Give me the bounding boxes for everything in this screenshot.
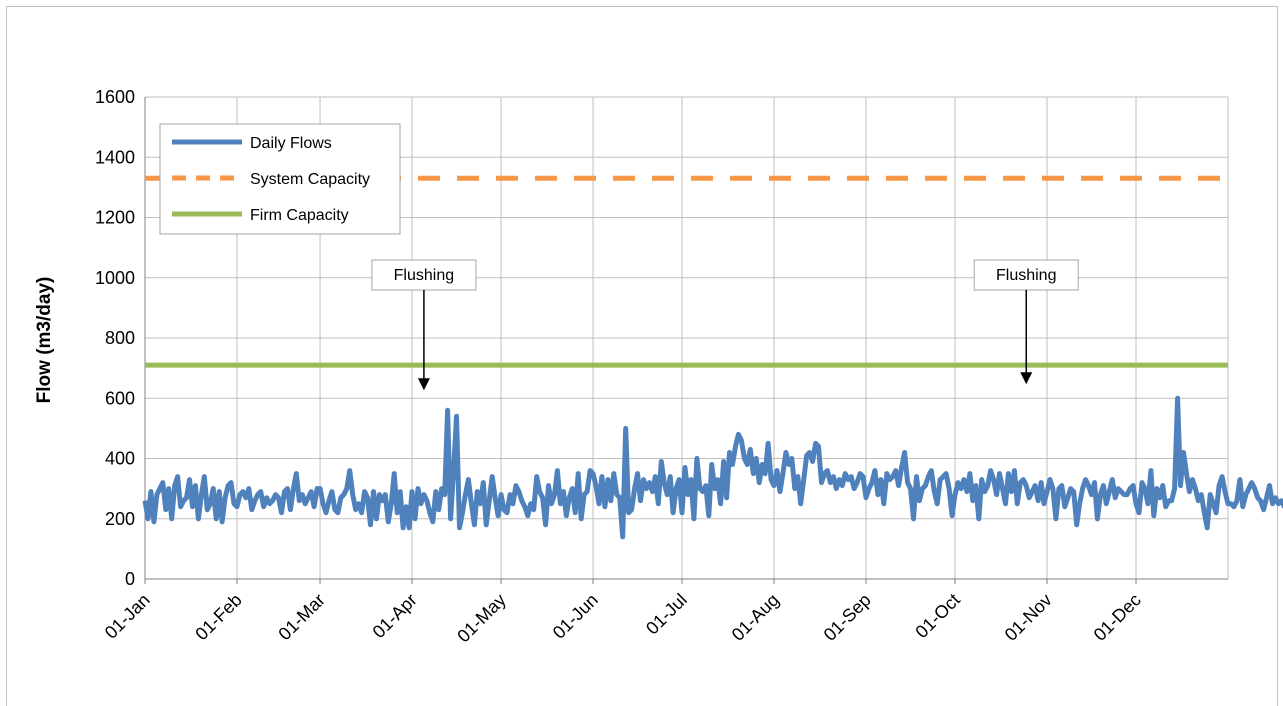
x-tick-label: 01-Jun bbox=[549, 590, 602, 643]
x-tick-label: 01-Jul bbox=[642, 590, 691, 639]
annotations-layer: Flushing Flushing bbox=[371, 259, 1079, 391]
annotation-label: Flushing bbox=[996, 267, 1056, 284]
y-axis-label: Flow (m3/day) bbox=[34, 277, 55, 404]
x-tick-label: 01-Dec bbox=[1090, 590, 1145, 645]
x-tick-label: 01-Oct bbox=[912, 590, 964, 642]
x-tick-label: 01-Sep bbox=[820, 590, 875, 645]
y-tick-label: 800 bbox=[105, 328, 135, 348]
legend-label: Firm Capacity bbox=[250, 207, 349, 224]
y-tick-label: 200 bbox=[105, 509, 135, 529]
x-tick-label: 01-May bbox=[453, 590, 510, 647]
y-tick-label: 1600 bbox=[95, 87, 135, 107]
annotation-box bbox=[371, 259, 477, 291]
x-tick-label: 01-Nov bbox=[1001, 590, 1056, 645]
x-axis: 01-Jan 01-Feb 01-Mar 01-Apr 01-May 01-Jun 01-J… bbox=[101, 578, 1228, 647]
y-tick-label: 400 bbox=[105, 449, 135, 469]
x-tick-label: 01-Aug bbox=[728, 590, 783, 645]
legend-label: Daily Flows bbox=[250, 135, 332, 152]
y-axis: 0 200 400 600 800 1000 1200 1400 1600 bbox=[95, 87, 146, 589]
y-tick-label: 600 bbox=[105, 388, 135, 408]
series-layer bbox=[142, 175, 1283, 540]
y-tick-label: 1000 bbox=[95, 268, 135, 288]
flushing-annotation: Flushing bbox=[973, 259, 1079, 385]
legend: Daily Flows System Capacity Firm Capacity bbox=[159, 123, 401, 235]
y-tick-label: 1200 bbox=[95, 208, 135, 228]
annotation-arrowhead bbox=[417, 378, 430, 391]
x-tick-label: 01-Jan bbox=[101, 590, 154, 643]
annotation-box bbox=[973, 259, 1079, 291]
x-tick-label: 01-Feb bbox=[191, 590, 245, 644]
y-tick-label: 0 bbox=[125, 569, 135, 589]
annotation-label: Flushing bbox=[394, 267, 454, 284]
flushing-annotation: Flushing bbox=[371, 259, 477, 391]
chart-frame bbox=[6, 6, 1278, 706]
x-tick-label: 01-Mar bbox=[274, 590, 328, 644]
series-daily-flows bbox=[142, 395, 1283, 540]
x-tick-label: 01-Apr bbox=[369, 590, 421, 642]
annotation-arrowhead bbox=[1020, 372, 1033, 385]
y-tick-label: 1400 bbox=[95, 147, 135, 167]
legend-label: System Capacity bbox=[250, 171, 370, 188]
